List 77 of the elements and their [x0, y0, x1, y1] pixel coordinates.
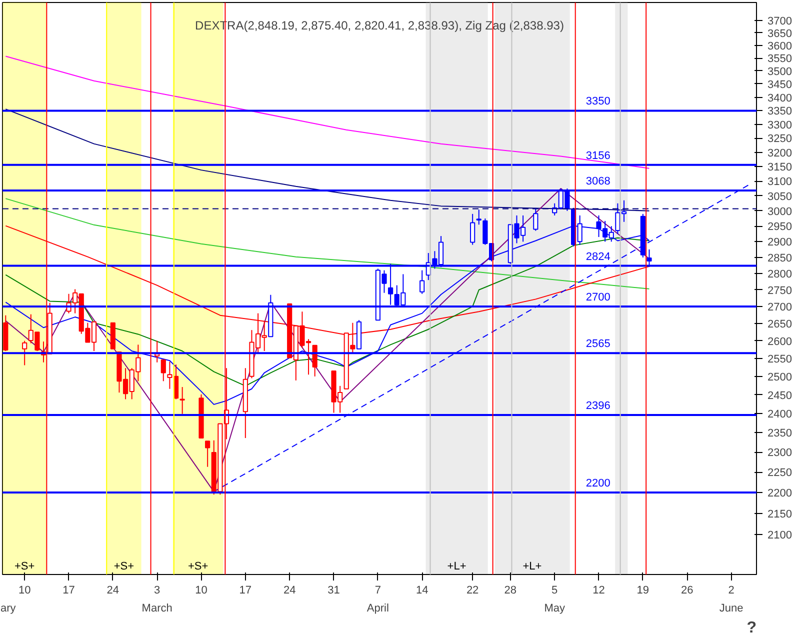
- y-tick-label: 2650: [768, 318, 792, 331]
- y-tick-label: 2300: [768, 447, 792, 460]
- candlestick: [476, 209, 482, 226]
- x-tick-label: 10: [18, 584, 31, 596]
- y-tick-label: 3550: [768, 53, 792, 66]
- y-tick-label: 3450: [768, 78, 792, 91]
- y-tick-label: 3400: [768, 92, 792, 104]
- candlestick: [533, 207, 538, 232]
- y-tick-label: 2450: [768, 390, 792, 402]
- x-tick-label: 17: [239, 584, 252, 596]
- y-tick-label: 2700: [768, 302, 792, 314]
- candlestick: [420, 270, 425, 294]
- x-tick-label: 17: [62, 584, 75, 596]
- text: April: [366, 602, 389, 614]
- ref-line-label: 2565: [586, 338, 610, 350]
- y-tick-label: 2900: [768, 236, 792, 249]
- ref-line-label: 3156: [586, 150, 610, 162]
- y-tick-label: 3700: [768, 15, 792, 28]
- x-tick-label: 14: [416, 584, 428, 596]
- y-tick-label: 3050: [768, 190, 792, 203]
- text: June: [719, 602, 744, 614]
- x-tick-label: 3: [154, 584, 160, 596]
- y-tick-label: 3300: [768, 119, 792, 132]
- band-label: +S+: [114, 560, 134, 572]
- candlestick: [205, 440, 210, 468]
- x-tick-label: 24: [106, 584, 120, 596]
- x-tick-label: 19: [636, 584, 650, 596]
- x-tick-label: 10: [195, 584, 208, 596]
- x-tick-label: 5: [552, 584, 558, 596]
- y-tick-label: 2750: [768, 284, 792, 297]
- band-label: +L+: [447, 560, 466, 572]
- ref-line-label: 3350: [586, 96, 610, 108]
- y-tick-label: 2350: [768, 428, 792, 440]
- band-label: +S+: [14, 560, 35, 572]
- y-tick-label: 3100: [768, 176, 792, 188]
- y-tick-label: 3650: [768, 28, 792, 40]
- y-tick-label: 2200: [768, 487, 792, 500]
- x-tick-label: 7: [374, 584, 381, 596]
- y-tick-label: 2950: [768, 221, 792, 234]
- x-tick-label: 2: [728, 584, 734, 596]
- x-tick-label: 22: [466, 584, 479, 596]
- ref-line-label: 3068: [586, 176, 610, 188]
- text: May: [544, 602, 566, 614]
- x-tick-label: 12: [592, 584, 605, 596]
- y-tick-label: 3200: [768, 147, 792, 160]
- y-tick-label: 3150: [768, 162, 792, 174]
- x-tick-label: 26: [680, 584, 694, 596]
- y-tick-label: 2500: [768, 371, 792, 384]
- candlestick: [470, 213, 476, 246]
- ref-line-label: 2200: [586, 477, 610, 490]
- y-tick-label: 2850: [768, 252, 792, 264]
- ref-line-label: 2700: [586, 292, 610, 304]
- y-tick-label: 2600: [768, 336, 792, 348]
- y-tick-label: 3350: [768, 106, 792, 118]
- y-tick-label: 2100: [768, 530, 792, 542]
- text: ary: [0, 602, 16, 614]
- x-tick-label: 28: [504, 584, 517, 596]
- y-tick-label: 3000: [768, 206, 792, 218]
- candlestick: [180, 386, 185, 414]
- candlestick: [160, 359, 166, 382]
- text: March: [142, 602, 172, 614]
- y-tick-label: 2250: [768, 467, 792, 480]
- x-tick-label: 31: [328, 584, 340, 596]
- y-tick-label: 3250: [768, 133, 792, 146]
- ref-line-label: 2824: [586, 250, 610, 263]
- y-tick-label: 2400: [768, 408, 792, 420]
- candlestick: [167, 361, 172, 390]
- y-tick-label: 2550: [768, 353, 792, 366]
- ref-line-label: 2396: [586, 400, 610, 412]
- y-tick-label: 3600: [768, 40, 792, 52]
- band-label: +L+: [522, 560, 542, 572]
- x-tick-label: 24: [283, 584, 296, 596]
- y-tick-label: 2800: [768, 268, 792, 281]
- y-tick-label: 3500: [768, 66, 792, 78]
- y-tick-label: 2150: [768, 508, 792, 520]
- text: ?: [746, 620, 757, 636]
- band-label: +S+: [188, 560, 208, 572]
